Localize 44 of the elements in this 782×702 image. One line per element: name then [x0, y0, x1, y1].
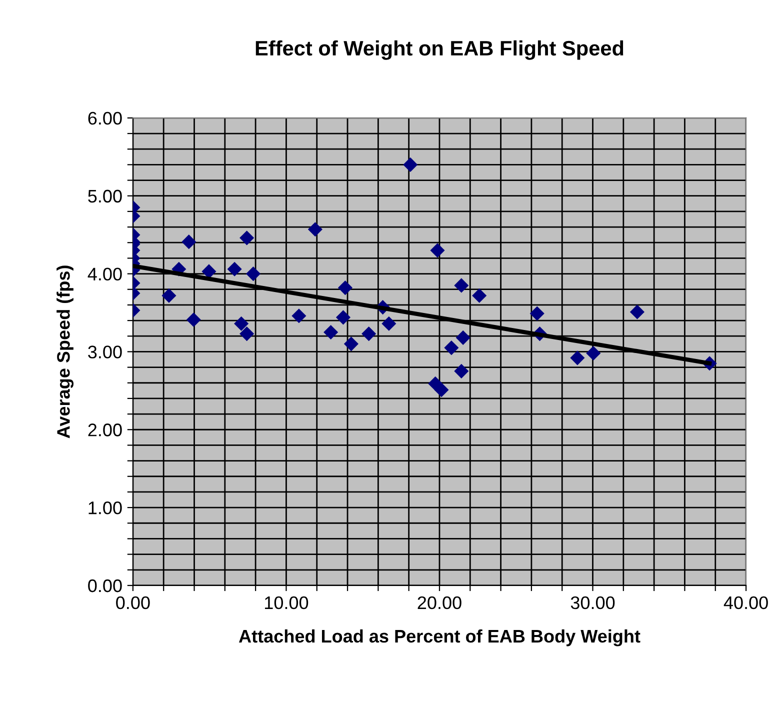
y-axis-title: Average Speed (fps): [56, 266, 74, 438]
point: [586, 346, 601, 361]
point: [472, 288, 487, 303]
x-tick-label: 10.00: [265, 596, 308, 610]
x-tick-label: 30.00: [570, 596, 615, 610]
point: [630, 304, 644, 320]
point: [362, 326, 376, 342]
point: [308, 222, 322, 237]
point: [246, 266, 261, 282]
point: [324, 324, 338, 340]
point: [186, 312, 201, 328]
point: [182, 234, 196, 250]
point: [234, 316, 249, 331]
point: [430, 243, 445, 258]
point: [403, 157, 418, 172]
point: [382, 316, 396, 331]
x-tick-label: 0.00: [116, 596, 150, 610]
point: [454, 278, 469, 293]
point: [202, 264, 216, 279]
point: [338, 280, 353, 296]
point: [530, 306, 544, 321]
point: [162, 288, 176, 303]
chart-title: Effect of Weight on EAB Flight Speed: [256, 40, 624, 60]
point: [456, 330, 470, 345]
point: [240, 326, 254, 342]
point: [444, 340, 459, 356]
y-tick-label: 6.00: [88, 112, 122, 125]
y-tick-label: 5.00: [88, 190, 122, 203]
point: [240, 230, 254, 246]
x-tick-label: 40.00: [724, 596, 768, 610]
point: [344, 336, 358, 352]
y-tick-label: 2.00: [88, 424, 122, 436]
y-tick-label: 0.00: [88, 579, 122, 592]
x-axis-title: Attached Load as Percent of EAB Body Weight: [238, 629, 640, 646]
y-tick-label: 3.00: [88, 346, 122, 358]
point: [336, 310, 351, 325]
x-tick-label: 20.00: [418, 596, 462, 610]
y-tick-label: 4.00: [88, 268, 122, 280]
point: [454, 364, 469, 378]
point: [570, 350, 585, 366]
y-tick-label: 1.00: [88, 501, 122, 514]
point: [292, 308, 306, 324]
point: [434, 382, 449, 398]
point: [227, 262, 242, 276]
